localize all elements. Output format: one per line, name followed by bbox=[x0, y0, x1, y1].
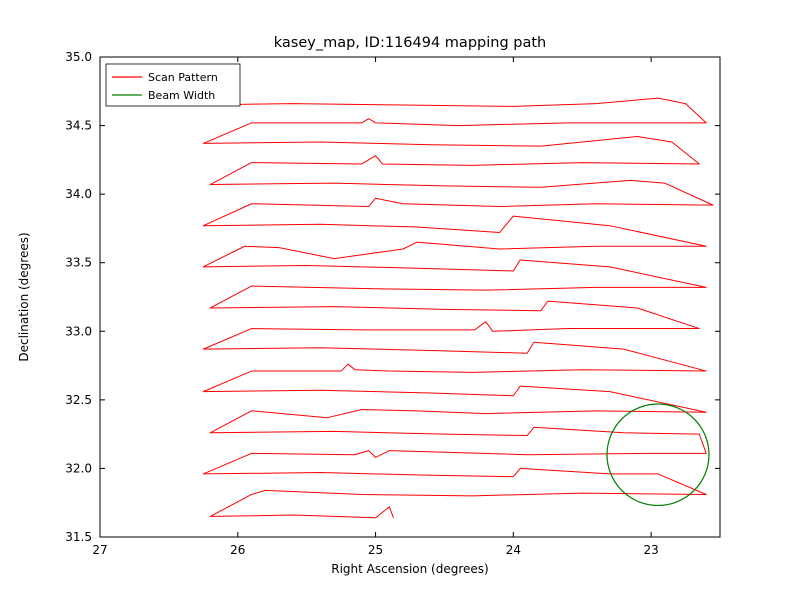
x-axis-label: Right Ascension (degrees) bbox=[331, 562, 488, 576]
legend: Scan Pattern Beam Width bbox=[105, 63, 241, 107]
beam-width-circle bbox=[606, 403, 710, 507]
legend-item-scan-pattern: Scan Pattern bbox=[112, 71, 218, 84]
legend-item-beam-width: Beam Width bbox=[112, 89, 215, 102]
y-tick-label: 32.5 bbox=[65, 393, 92, 407]
y-tick-label: 33.5 bbox=[65, 256, 92, 270]
legend-box bbox=[105, 63, 241, 107]
plot-dynamic-layer: 27 26 25 24 23 31.5 32.0 32.5 33.0 33.5 34.0 34.5 35… bbox=[65, 50, 720, 557]
x-tick-label: 25 bbox=[368, 543, 383, 557]
x-tick-label: 27 bbox=[92, 543, 107, 557]
x-tick-label: 23 bbox=[643, 543, 658, 557]
y-tick-label: 32.0 bbox=[65, 461, 92, 475]
y-tick-label: 34.5 bbox=[65, 119, 92, 133]
chart-title: kasey_map, ID:116494 mapping path bbox=[274, 35, 546, 51]
y-tick-label: 34.0 bbox=[65, 187, 92, 201]
plot-area bbox=[99, 56, 721, 538]
scan-pattern-path bbox=[196, 97, 714, 519]
legend-label-beam-width: Beam Width bbox=[148, 89, 215, 102]
legend-label-scan-pattern: Scan Pattern bbox=[148, 71, 218, 84]
x-tick-label: 24 bbox=[506, 543, 521, 557]
y-tick-label: 31.5 bbox=[65, 530, 92, 544]
y-tick-label: 33.0 bbox=[65, 324, 92, 338]
y-axis-label: Declination (degrees) bbox=[17, 232, 31, 361]
x-tick-label: 26 bbox=[230, 543, 245, 557]
y-tick-label: 35.0 bbox=[65, 50, 92, 64]
